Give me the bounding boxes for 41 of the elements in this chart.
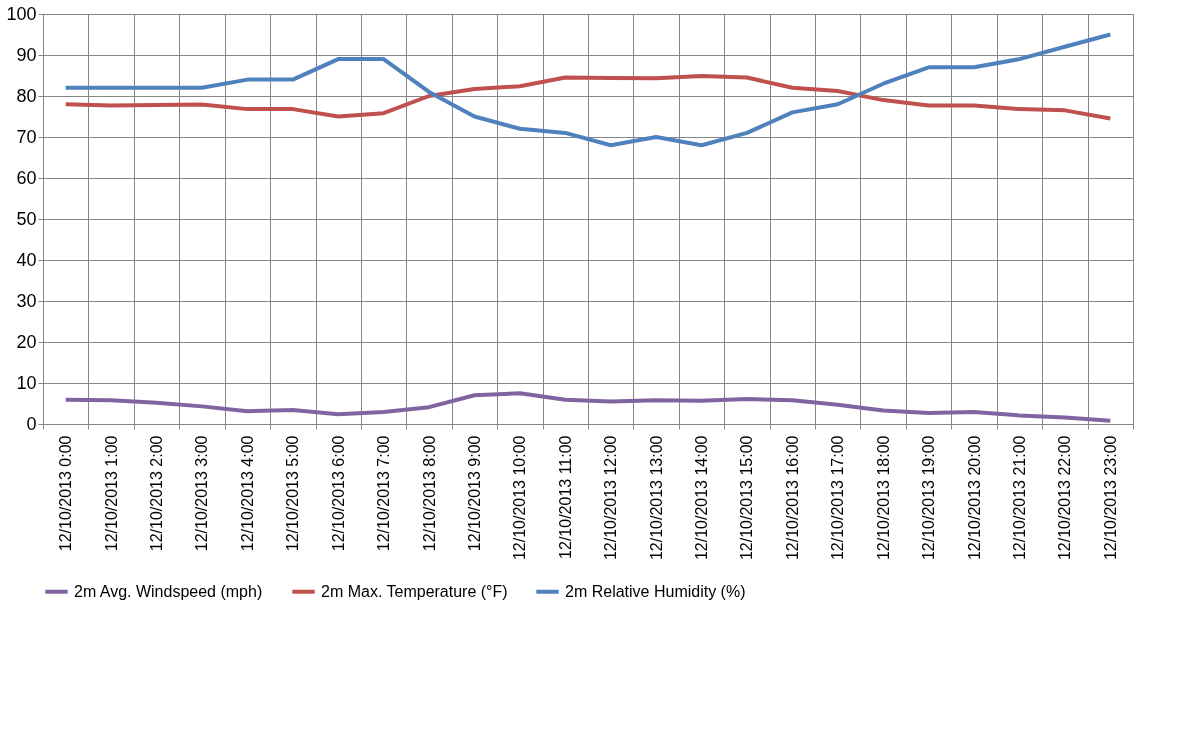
y-tick-label: 0 xyxy=(26,413,37,434)
legend-label: 2m Relative Humidity (%) xyxy=(565,582,746,600)
x-tick-label: 12/10/2013 23:00 xyxy=(1101,435,1119,561)
y-tick-label: 20 xyxy=(16,331,37,352)
y-tick-label: 100 xyxy=(6,3,37,24)
x-tick-label: 12/10/2013 17:00 xyxy=(829,435,847,561)
x-tick-label: 12/10/2013 4:00 xyxy=(238,435,256,552)
y-tick-label: 30 xyxy=(16,290,37,311)
y-tick-label: 80 xyxy=(16,85,37,106)
x-tick-label: 12/10/2013 10:00 xyxy=(511,435,529,561)
x-tick-label: 12/10/2013 15:00 xyxy=(738,435,756,561)
x-tick-label: 12/10/2013 5:00 xyxy=(284,435,302,552)
x-tick-label: 12/10/2013 7:00 xyxy=(375,435,393,552)
x-tick-label: 12/10/2013 9:00 xyxy=(465,435,483,552)
x-tick-label: 12/10/2013 16:00 xyxy=(783,435,801,561)
x-tick-label: 12/10/2013 11:00 xyxy=(556,435,574,559)
y-tick-label: 40 xyxy=(16,249,37,270)
y-tick-label: 60 xyxy=(16,167,37,188)
x-tick-label: 12/10/2013 2:00 xyxy=(148,435,166,552)
x-tick-label: 12/10/2013 0:00 xyxy=(57,435,75,552)
line-series xyxy=(63,32,1113,148)
x-tick-label: 12/10/2013 14:00 xyxy=(693,435,711,561)
x-tick-label: 12/10/2013 1:00 xyxy=(102,435,120,552)
line-series xyxy=(63,73,1113,121)
y-tick-label: 90 xyxy=(16,44,37,65)
line-series xyxy=(63,391,1113,423)
x-tick-label: 12/10/2013 6:00 xyxy=(329,435,347,552)
x-tick-label: 12/10/2013 19:00 xyxy=(920,435,938,561)
legend-label: 2m Avg. Windspeed (mph) xyxy=(74,582,263,600)
x-tick-label: 12/10/2013 18:00 xyxy=(874,435,892,561)
x-tick-label: 12/10/2013 12:00 xyxy=(602,435,620,561)
x-tick-label: 12/10/2013 22:00 xyxy=(1056,435,1074,561)
legend-label: 2m Max. Temperature (°F) xyxy=(321,582,508,600)
x-tick-label: 12/10/2013 21:00 xyxy=(1010,435,1028,561)
y-tick-label: 10 xyxy=(16,372,37,393)
y-tick-label: 70 xyxy=(16,126,37,147)
x-tick-label: 12/10/2013 8:00 xyxy=(420,435,438,552)
x-tick-label: 12/10/2013 20:00 xyxy=(965,435,983,561)
x-tick-label: 12/10/2013 3:00 xyxy=(193,435,211,552)
y-tick-label: 50 xyxy=(16,208,37,229)
x-tick-label: 12/10/2013 13:00 xyxy=(647,435,665,561)
